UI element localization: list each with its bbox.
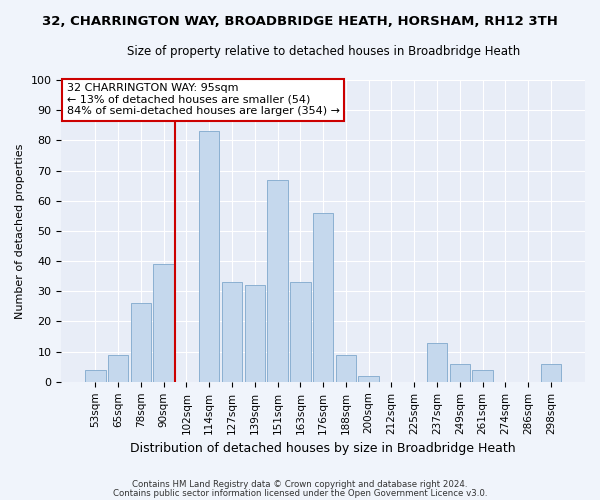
Bar (85, 370, 106, 382)
Text: Contains HM Land Registry data © Crown copyright and database right 2024.: Contains HM Land Registry data © Crown c… (132, 480, 468, 489)
Bar (449, 364, 470, 382)
Text: Contains public sector information licensed under the Open Government Licence v3: Contains public sector information licen… (113, 488, 487, 498)
Bar (131, 304, 151, 382)
Bar (541, 364, 561, 382)
Title: Size of property relative to detached houses in Broadbridge Heath: Size of property relative to detached ho… (127, 45, 520, 58)
Bar (154, 264, 174, 382)
Bar (472, 370, 493, 382)
Bar (268, 180, 288, 382)
Bar (358, 376, 379, 382)
Bar (427, 342, 447, 382)
Bar (313, 213, 334, 382)
Bar (108, 354, 128, 382)
Y-axis label: Number of detached properties: Number of detached properties (15, 143, 25, 318)
Text: 32, CHARRINGTON WAY, BROADBRIDGE HEATH, HORSHAM, RH12 3TH: 32, CHARRINGTON WAY, BROADBRIDGE HEATH, … (42, 15, 558, 28)
Bar (335, 354, 356, 382)
Bar (290, 282, 311, 382)
Bar (199, 132, 220, 382)
X-axis label: Distribution of detached houses by size in Broadbridge Heath: Distribution of detached houses by size … (130, 442, 516, 455)
Text: 32 CHARRINGTON WAY: 95sqm
← 13% of detached houses are smaller (54)
84% of semi-: 32 CHARRINGTON WAY: 95sqm ← 13% of detac… (67, 83, 340, 116)
Bar (222, 282, 242, 382)
Bar (245, 285, 265, 382)
